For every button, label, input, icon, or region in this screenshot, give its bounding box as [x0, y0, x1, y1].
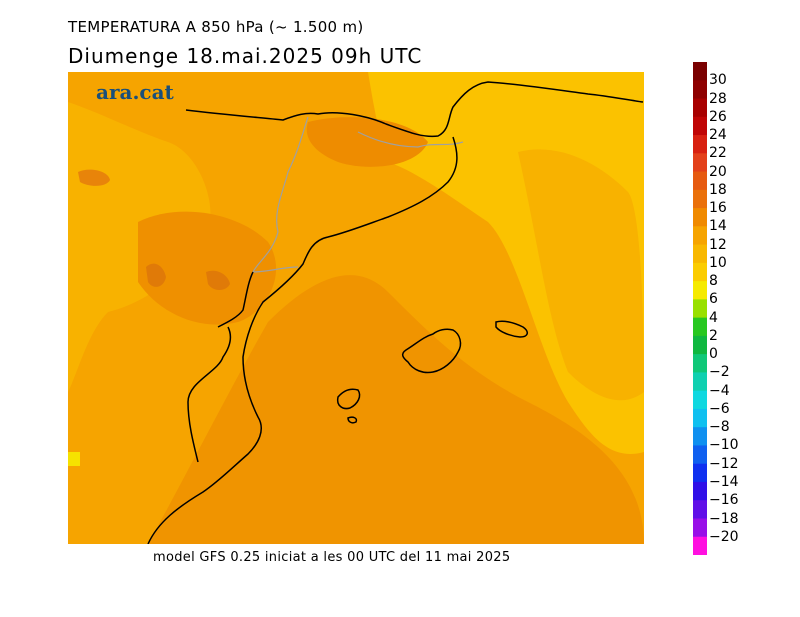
logo-aracat: ara.cat [96, 80, 175, 104]
scale-swatch [693, 390, 707, 410]
island-menorca [495, 320, 528, 338]
scale-swatch [693, 463, 707, 483]
model-caption: model GFS 0.25 iniciat a les 00 UTC del … [153, 550, 511, 565]
scale-tick-label: 14 [709, 218, 727, 235]
scale-tick-label: 4 [709, 309, 718, 326]
scale-tick-label: −2 [709, 364, 730, 381]
scale-swatch [693, 153, 707, 173]
scale-swatch [693, 518, 707, 538]
scale-swatch [693, 262, 707, 282]
warm-zone-east [518, 149, 644, 401]
scale-tick-label: −16 [709, 492, 739, 509]
coastline [147, 81, 644, 544]
scale-swatch [693, 281, 707, 300]
scale-tick-label: 20 [709, 163, 727, 180]
island-mallorca [401, 328, 462, 374]
scale-tick-label: 30 [709, 72, 727, 89]
cool-zone-inland [138, 211, 277, 325]
cool-spot-1 [146, 263, 166, 287]
scale-swatch [693, 135, 707, 154]
scale-swatch [693, 354, 707, 373]
cool-zone-sea [148, 275, 644, 544]
scale-swatch [693, 427, 707, 446]
scale-tick-label: 24 [709, 127, 727, 143]
scale-swatch [693, 445, 707, 465]
scale-tick-label: −4 [709, 382, 730, 399]
scale-swatch [693, 481, 707, 501]
scale-swatch [693, 372, 707, 392]
cool-spot-3 [78, 169, 110, 186]
scale-swatch [693, 189, 707, 209]
scale-tick-label: −8 [709, 419, 730, 436]
color-scale-labels: 30 28 26 24 22 20 18 16 14 12 10 8 6 4 2 0 −2 −4 −6 −8 −10 −1… [709, 62, 769, 555]
scale-swatch [693, 226, 707, 246]
scale-tick-label: −18 [709, 510, 739, 527]
scale-tick-label: 22 [709, 145, 727, 162]
scale-swatch [693, 62, 707, 81]
scale-tick-label: 10 [709, 254, 727, 271]
scale-swatch [693, 335, 707, 355]
scale-swatch [693, 208, 707, 227]
scale-tick-label: 16 [709, 200, 727, 217]
scale-tick-label: 18 [709, 181, 727, 198]
scale-tick-label: −20 [709, 528, 739, 545]
border-line [252, 116, 464, 273]
scale-swatch [693, 80, 707, 100]
scale-tick-label: 28 [709, 90, 727, 107]
scale-swatch [693, 244, 707, 264]
scale-tick-label: 26 [709, 108, 727, 125]
island-formentera [347, 416, 358, 424]
color-scale-bar [693, 62, 707, 555]
temperature-map: ara.cat [68, 72, 644, 544]
scale-tick-label: 2 [709, 327, 718, 344]
map-datetime: Diumenge 18.mai.2025 09h UTC [68, 44, 423, 68]
scale-tick-label: −6 [709, 400, 730, 417]
scale-swatch [693, 500, 707, 519]
scale-tick-label: 6 [709, 291, 718, 308]
scale-swatch [693, 98, 707, 118]
scale-tick-label: −12 [709, 455, 739, 472]
scale-swatch [693, 299, 707, 319]
scale-tick-label: 12 [709, 236, 727, 253]
map-title: TEMPERATURA A 850 hPa (~ 1.500 m) [68, 18, 364, 36]
warm-spot-edge [68, 452, 80, 466]
scale-tick-label: −14 [709, 474, 739, 490]
island-ibiza [336, 388, 361, 410]
cool-spot-2 [206, 270, 230, 290]
scale-swatch [693, 171, 707, 191]
scale-swatch [693, 116, 707, 136]
scale-tick-label: 0 [709, 346, 718, 363]
scale-swatch [693, 317, 707, 337]
cool-zone-pyrenees [306, 117, 428, 167]
scale-tick-label: 8 [709, 273, 718, 290]
scale-tick-label: −10 [709, 437, 739, 454]
scale-swatch [693, 536, 707, 555]
scale-swatch [693, 408, 707, 428]
